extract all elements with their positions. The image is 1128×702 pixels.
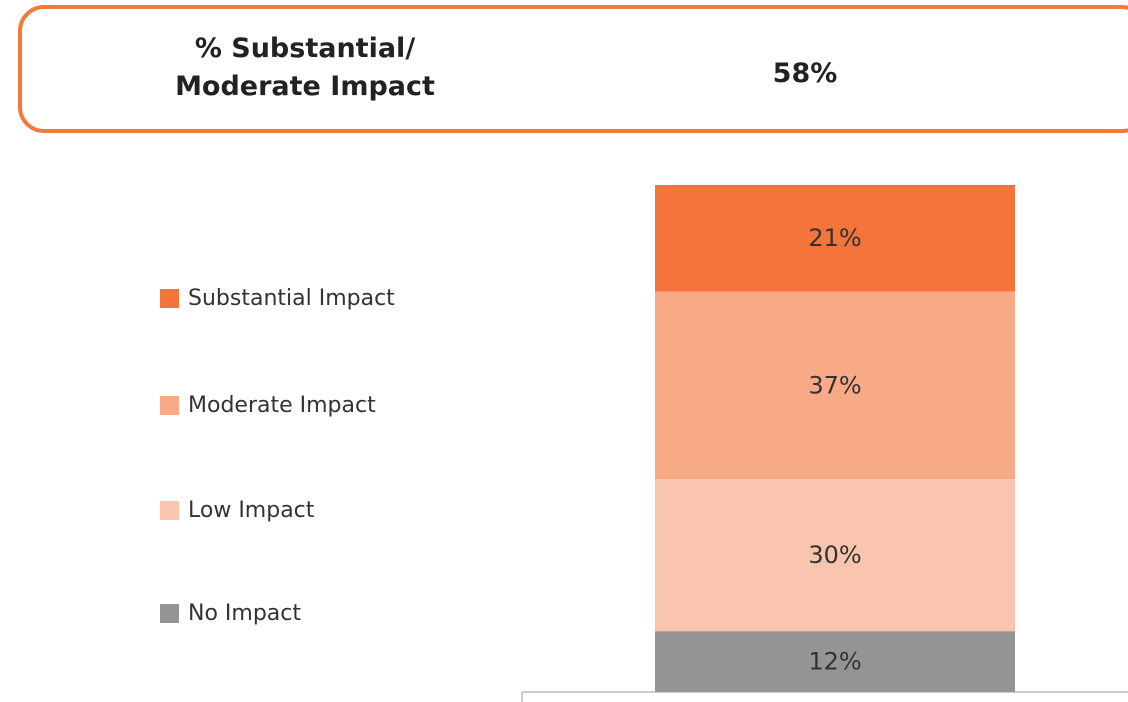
legend-swatch — [160, 396, 179, 415]
legend-label: Substantial Impact — [188, 286, 395, 311]
summary-value: 58% — [772, 58, 838, 89]
bar-segment — [655, 631, 1015, 692]
bar-segment — [655, 185, 1015, 292]
legend-swatch — [160, 289, 179, 308]
data-label: 37% — [808, 371, 861, 399]
data-label: 30% — [808, 541, 861, 569]
data-label: 21% — [808, 224, 861, 252]
legend-swatch — [160, 501, 179, 520]
data-label: 12% — [808, 648, 861, 676]
legend-label: Low Impact — [188, 498, 315, 523]
legend-swatch — [160, 604, 179, 623]
summary-label: % Substantial/ Moderate Impact — [175, 33, 435, 102]
bar-segment — [655, 479, 1015, 632]
legend-label: Moderate Impact — [188, 393, 376, 418]
summary-box — [18, 5, 1128, 133]
bar-segment — [655, 291, 1015, 480]
legend-label: No Impact — [188, 601, 301, 626]
